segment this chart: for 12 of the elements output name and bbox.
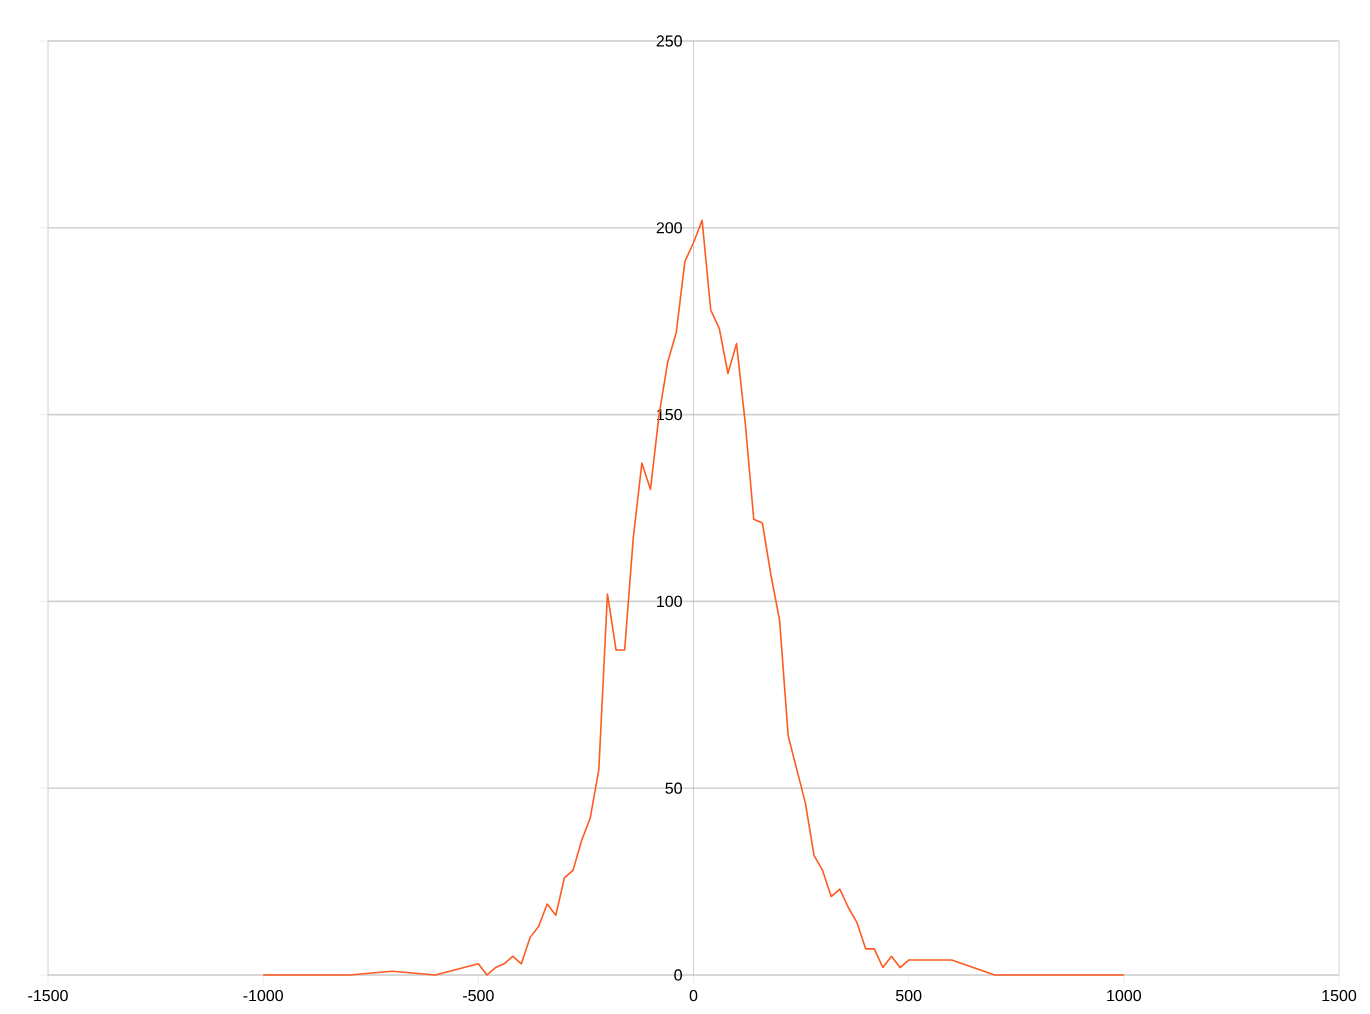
x-tick-label: 500 [895, 989, 922, 1002]
y-tick-label: 200 [656, 222, 682, 234]
x-tick-label: 0 [689, 989, 698, 1002]
y-tick-label: 250 [656, 35, 682, 47]
x-tick-label: -500 [463, 989, 494, 1002]
y-tick-label: 50 [665, 782, 682, 794]
x-tick-label: 1500 [1322, 989, 1357, 1002]
x-tick-label: -1000 [243, 989, 284, 1002]
x-tick-label: -1500 [28, 989, 68, 1002]
y-tick-label: 100 [657, 595, 682, 608]
x-tick-label: 1000 [1107, 989, 1142, 1002]
y-tick-label: 0 [674, 969, 682, 981]
